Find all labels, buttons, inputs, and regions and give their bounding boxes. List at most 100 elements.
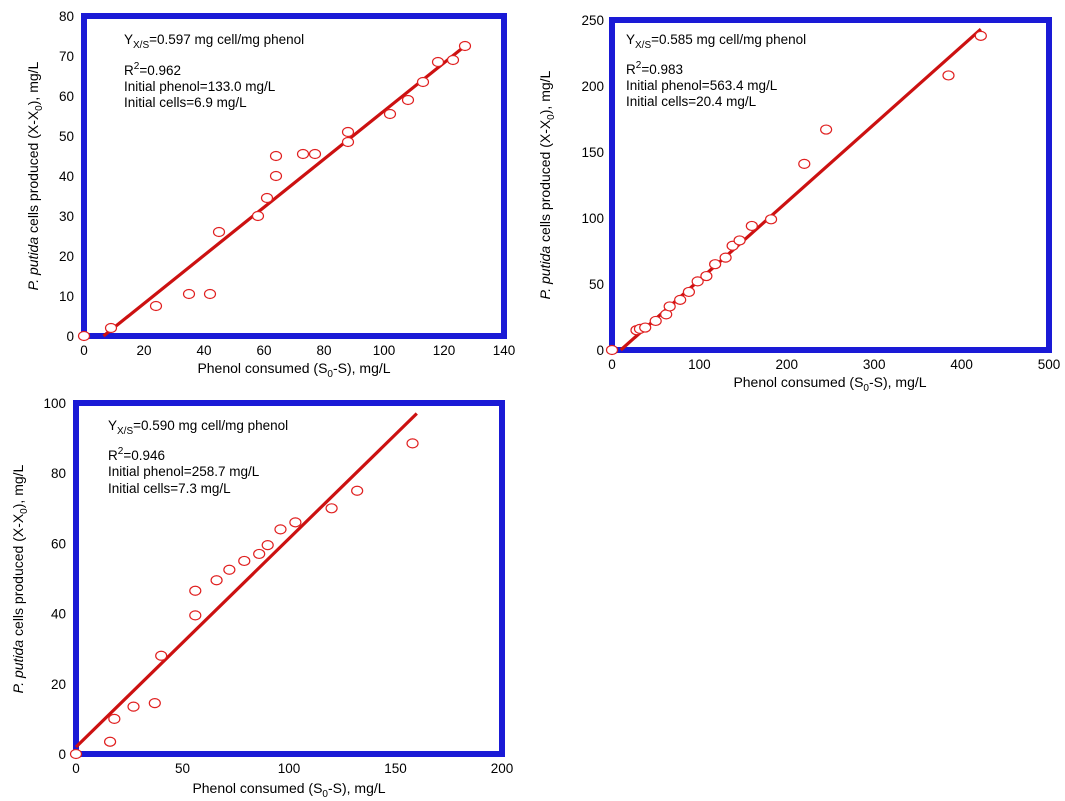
data-point <box>103 736 117 747</box>
y-tick-label: 30 <box>59 209 74 224</box>
y-tick-label: 60 <box>51 536 66 551</box>
x-tick-label: 150 <box>384 761 407 776</box>
x-tick-label: 60 <box>256 343 271 358</box>
y-tick-label: 20 <box>59 249 74 264</box>
x-axis-label: Phenol consumed (S0-S), mg/L <box>733 374 926 394</box>
data-point <box>261 540 274 551</box>
y-tick-label: 20 <box>51 677 66 692</box>
data-point <box>189 610 202 621</box>
data-point <box>341 136 355 148</box>
data-point <box>691 276 704 287</box>
data-point <box>69 748 83 760</box>
plot-marks <box>69 412 419 760</box>
data-point <box>674 294 687 305</box>
y-tick-label: 0 <box>58 747 66 762</box>
x-tick-labels: 0 20 40 60 80 100 120 140 <box>80 343 515 358</box>
data-point <box>682 286 696 298</box>
y-tick-label: 250 <box>581 13 604 28</box>
y-tick-label: 50 <box>59 129 74 144</box>
y-tick-label: 80 <box>59 9 74 24</box>
yield-annotation: YX/S=0.585 mg cell/mg phenol <box>626 32 806 51</box>
yield-annotation: YX/S=0.590 mg cell/mg phenol <box>108 418 288 437</box>
data-point <box>383 108 397 120</box>
data-point <box>639 322 652 333</box>
x-tick-label: 400 <box>950 357 973 372</box>
x-tick-label: 0 <box>80 343 88 358</box>
data-point <box>974 30 987 41</box>
initial-cells-annotation: Initial cells=6.9 mg/L <box>124 95 247 110</box>
data-point <box>733 235 746 246</box>
x-tick-labels: 0 100 200 300 400 500 <box>608 357 1060 372</box>
data-point <box>416 76 430 88</box>
y-axis-label: P. putida cells produced (X-X0), mg/L <box>537 70 557 299</box>
x-tick-label: 100 <box>688 357 711 372</box>
x-tick-label: 0 <box>608 357 616 372</box>
initial-cells-annotation: Initial cells=7.3 mg/L <box>108 481 231 496</box>
data-point <box>189 585 202 596</box>
data-point <box>341 126 355 138</box>
x-tick-label: 300 <box>863 357 886 372</box>
y-tick-label: 10 <box>59 289 74 304</box>
y-tick-label: 100 <box>581 211 604 226</box>
y-tick-label: 100 <box>43 396 66 411</box>
y-tick-label: 150 <box>581 145 604 160</box>
plot-marks <box>77 40 472 342</box>
r-squared-annotation: R2=0.983 <box>626 60 683 77</box>
data-point <box>251 210 265 222</box>
data-point <box>820 124 833 135</box>
x-axis-label: Phenol consumed (S0-S), mg/L <box>192 780 385 800</box>
data-point <box>77 330 91 342</box>
x-tick-label: 200 <box>776 357 799 372</box>
data-point <box>253 548 266 560</box>
r-squared-annotation: R2=0.962 <box>124 61 181 78</box>
x-tick-label: 140 <box>493 343 516 358</box>
initial-phenol-annotation: Initial phenol=563.4 mg/L <box>626 78 778 93</box>
y-axis-label: P. putida cells produced (X-X0), mg/L <box>25 61 45 290</box>
data-point <box>223 564 236 575</box>
data-point <box>274 524 287 535</box>
y-axis-label: P. putida cells produced (X-X0), mg/L <box>10 464 30 693</box>
data-point <box>351 485 364 496</box>
data-point <box>709 259 722 270</box>
y-tick-labels: 0 20 40 60 80 100 <box>43 396 66 762</box>
y-tick-labels: 0 10 20 30 40 50 60 70 80 <box>59 9 74 344</box>
data-point <box>289 517 302 528</box>
data-point <box>296 148 310 160</box>
data-point <box>798 158 811 169</box>
x-tick-label: 40 <box>196 343 211 358</box>
x-tick-labels: 0 50 100 150 200 <box>72 761 513 776</box>
chart-panel-3: 0 50 100 150 200 0 20 40 60 80 100 Pheno… <box>10 396 513 800</box>
y-tick-label: 40 <box>51 607 66 622</box>
data-point <box>446 54 460 66</box>
initial-phenol-annotation: Initial phenol=133.0 mg/L <box>124 79 276 94</box>
x-tick-label: 200 <box>491 761 514 776</box>
data-point <box>308 148 322 160</box>
y-tick-label: 0 <box>596 343 604 358</box>
x-tick-label: 500 <box>1038 357 1061 372</box>
data-point <box>260 192 274 204</box>
data-point <box>104 322 118 334</box>
data-point <box>649 315 662 327</box>
data-point <box>745 220 758 232</box>
data-point <box>182 288 196 300</box>
data-point <box>148 698 161 709</box>
chart-panel-1: 0 20 40 60 80 100 120 140 0 10 20 30 40 … <box>25 9 515 380</box>
data-point <box>605 344 619 356</box>
data-point <box>108 713 121 725</box>
chart-panel-2: 0 100 200 300 400 500 0 50 100 150 200 2… <box>537 13 1060 394</box>
regression-line <box>102 44 467 338</box>
data-point <box>458 40 472 52</box>
y-tick-labels: 0 50 100 150 200 250 <box>581 13 604 358</box>
initial-cells-annotation: Initial cells=20.4 mg/L <box>626 94 757 109</box>
yield-annotation: YX/S=0.597 mg cell/mg phenol <box>124 32 304 51</box>
y-tick-label: 40 <box>59 169 74 184</box>
data-point <box>149 300 163 312</box>
data-point <box>663 301 676 312</box>
data-point <box>764 214 778 225</box>
data-point <box>401 94 415 106</box>
data-point <box>203 288 217 300</box>
x-tick-label: 80 <box>316 343 331 358</box>
data-point <box>269 170 283 182</box>
y-tick-label: 60 <box>59 89 74 104</box>
x-axis-label: Phenol consumed (S0-S), mg/L <box>197 360 390 380</box>
